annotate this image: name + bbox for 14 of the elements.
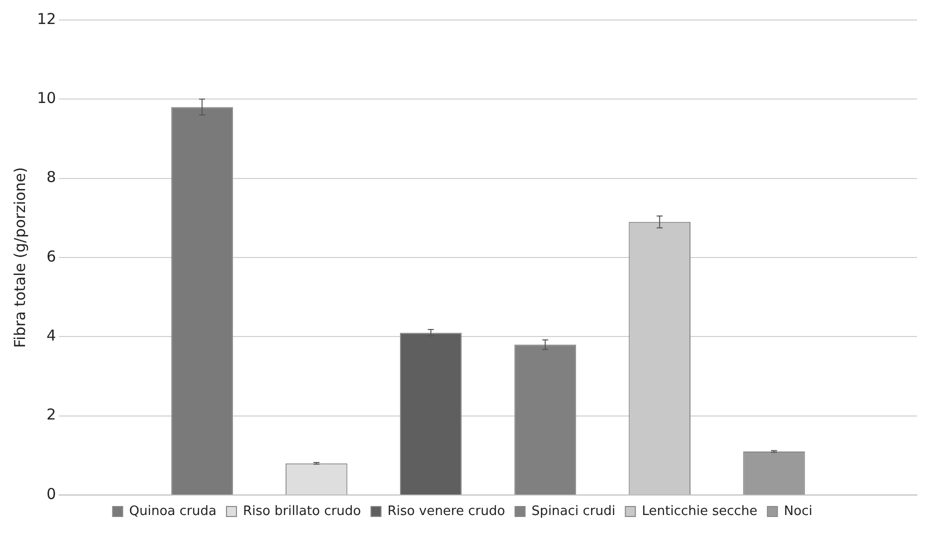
y-tick-label: 8 bbox=[46, 168, 56, 186]
legend-label: Spinaci crudi bbox=[532, 504, 616, 519]
legend-label: Noci bbox=[784, 504, 812, 519]
legend-label: Lenticchie secche bbox=[642, 504, 758, 519]
legend-label: Riso brillato crudo bbox=[242, 504, 362, 519]
legend-label: Riso venere crudo bbox=[388, 504, 506, 519]
y-tick-label: 2 bbox=[46, 406, 56, 424]
y-tick-label: 12 bbox=[36, 10, 56, 28]
y-tick-label: 0 bbox=[46, 484, 56, 503]
y-axis-title: Fibra totale (g/porzione) bbox=[10, 167, 29, 348]
y-tick-label: 4 bbox=[46, 326, 56, 345]
y-tick-label: 6 bbox=[46, 247, 56, 266]
y-tick-label: 10 bbox=[36, 89, 56, 108]
legend-label: Quinoa cruda bbox=[129, 504, 216, 519]
